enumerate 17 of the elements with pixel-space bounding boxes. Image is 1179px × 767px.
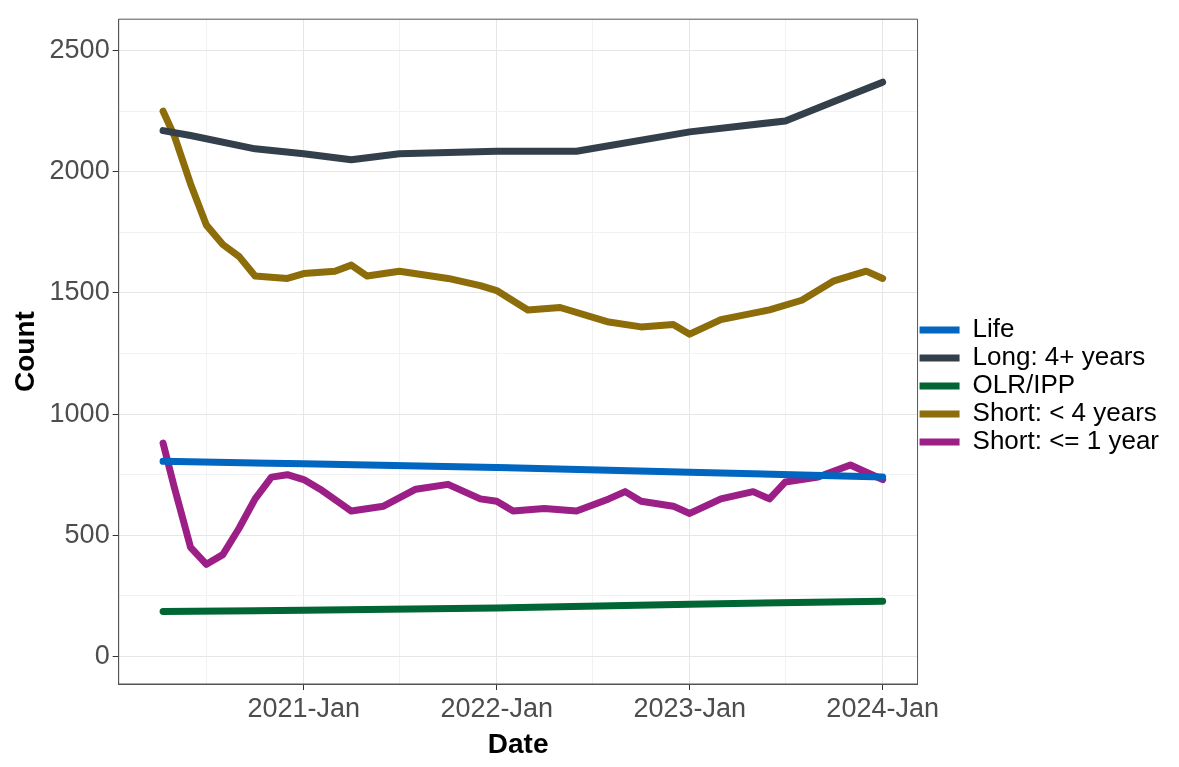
- y-tick-label: 1000: [49, 397, 110, 428]
- legend-label: Long: 4+ years: [972, 341, 1146, 372]
- y-tick-label: 2500: [49, 34, 110, 65]
- legend-label: OLR/IPP: [972, 369, 1076, 400]
- y-axis-title: Count: [8, 311, 40, 393]
- y-tick-label: 2000: [49, 155, 110, 186]
- x-axis-title: Date: [487, 727, 549, 759]
- y-tick-label: 0: [94, 639, 110, 670]
- x-tick-label: 2023-Jan: [633, 692, 746, 723]
- legend-label: Short: < 4 years: [972, 397, 1157, 428]
- x-tick-label: 2024-Jan: [826, 692, 939, 723]
- x-tick-label: 2021-Jan: [247, 692, 361, 723]
- x-tick-label: 2022-Jan: [440, 692, 553, 723]
- legend-label: Life: [972, 313, 1015, 344]
- legend-label: Short: <= 1 year: [972, 425, 1160, 456]
- y-tick-label: 1500: [49, 276, 110, 307]
- y-tick-label: 500: [64, 518, 110, 549]
